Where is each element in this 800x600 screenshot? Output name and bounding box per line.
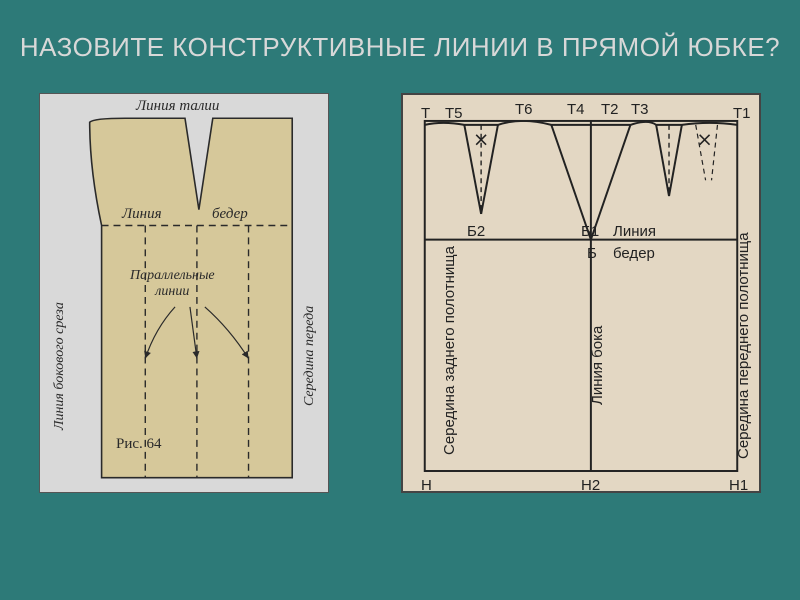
pt-T6: Т6 — [515, 101, 533, 118]
hip-label-r: бедер — [212, 206, 248, 223]
pt-B: Б — [587, 245, 597, 262]
parallel-label: Параллельные линии — [130, 268, 215, 300]
figure-caption: Рис. 64 — [116, 436, 162, 453]
right-figure: Т Т5 Т6 Т4 Т2 Т3 Т1 Б2 Б1 Б Линия бедер … — [401, 93, 761, 493]
pt-B2: Б2 — [467, 223, 485, 240]
hip-line-label1: Линия — [613, 223, 656, 240]
waist-label: Линия талии — [136, 98, 219, 115]
hip-label-l: Линия — [122, 206, 162, 223]
pt-N2: Н2 — [581, 477, 600, 494]
pt-T2: Т2 — [601, 101, 619, 118]
pt-N: Н — [421, 477, 432, 494]
pt-B1: Б1 — [581, 223, 599, 240]
hip-line-label2: бедер — [613, 245, 655, 262]
v-back-label: Середина заднего полотнища — [441, 246, 458, 455]
left-figure: Линия талии Линия бедер Параллельные лин… — [39, 93, 329, 493]
pt-T: Т — [421, 105, 430, 122]
pt-T1: Т1 — [733, 105, 751, 122]
pt-N1: Н1 — [729, 477, 748, 494]
v-side-label: Линия бока — [589, 326, 606, 405]
v-front-label: Середина переднего полотнища — [735, 232, 752, 459]
side-right-label: Середина переда — [302, 306, 318, 406]
side-left-label: Линия бокового среза — [52, 302, 68, 430]
pt-T5: Т5 — [445, 105, 463, 122]
pt-T4: Т4 — [567, 101, 585, 118]
content-row: Линия талии Линия бедер Параллельные лин… — [0, 63, 800, 493]
page-title: НАЗОВИТЕ КОНСТРУКТИВНЫЕ ЛИНИИ В ПРЯМОЙ Ю… — [0, 0, 800, 63]
pt-T3: Т3 — [631, 101, 649, 118]
